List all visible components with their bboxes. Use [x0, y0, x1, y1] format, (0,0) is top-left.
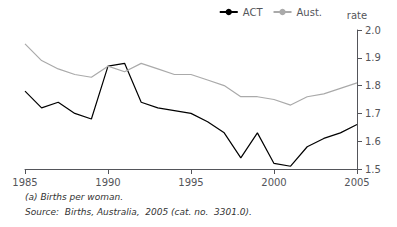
svg-text:1.6: 1.6	[365, 136, 381, 147]
svg-text:1.9: 1.9	[365, 52, 381, 63]
svg-text:1.5: 1.5	[365, 164, 381, 175]
svg-text:(a) Births per woman.: (a) Births per woman.	[25, 192, 123, 202]
svg-text:2000: 2000	[261, 177, 286, 188]
svg-text:1.7: 1.7	[365, 108, 381, 119]
svg-text:1985: 1985	[12, 177, 37, 188]
svg-text:Source: Births, Australia, 2: Source: Births, Australia, 2005 (cat. no…	[25, 207, 252, 217]
svg-text:2005: 2005	[344, 177, 369, 188]
svg-text:rate: rate	[347, 10, 367, 21]
svg-text:Aust.: Aust.	[297, 7, 323, 18]
svg-text:1990: 1990	[95, 177, 120, 188]
svg-text:ACT: ACT	[243, 7, 264, 18]
svg-text:2.0: 2.0	[365, 25, 381, 36]
svg-text:1.8: 1.8	[365, 80, 381, 91]
svg-text:1995: 1995	[178, 177, 203, 188]
